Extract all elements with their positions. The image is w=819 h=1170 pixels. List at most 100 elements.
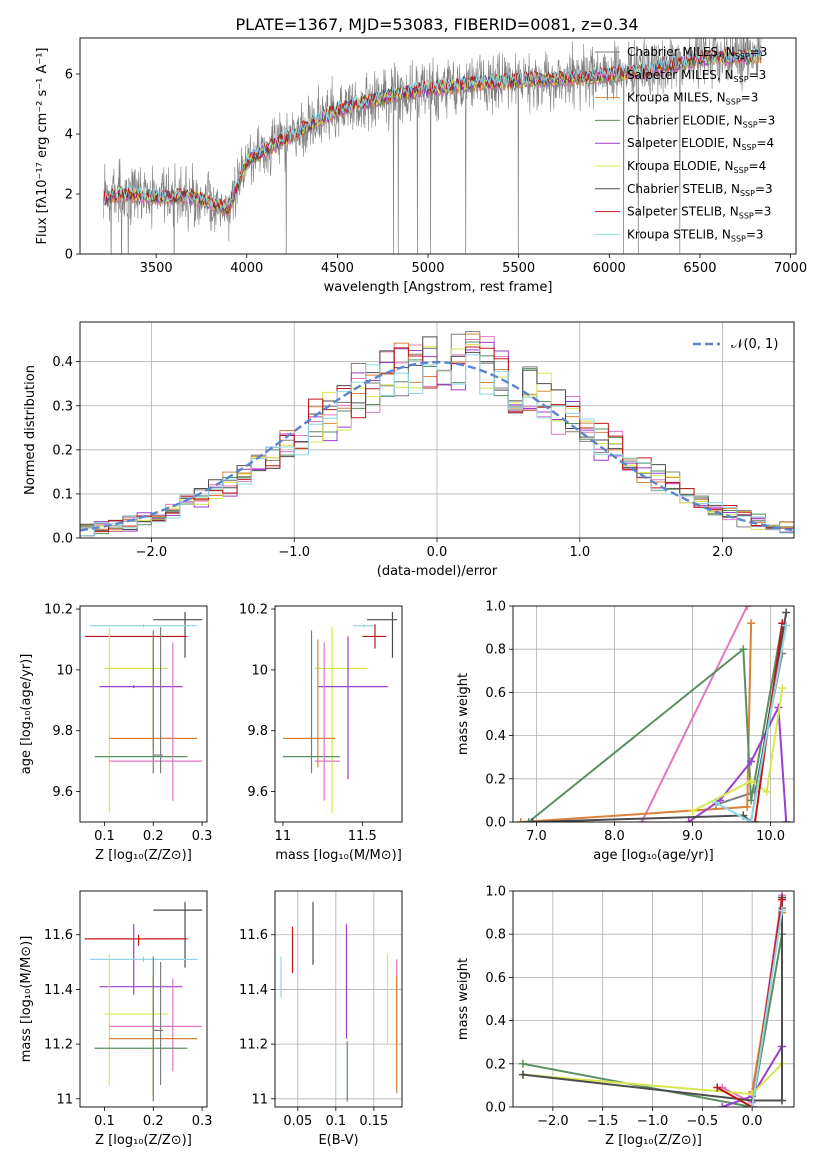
- x-tick-label: −2.0: [136, 545, 168, 560]
- axes-frame: [512, 890, 795, 1108]
- legend-label: Chabrier STELIB, NSSP=3: [627, 182, 773, 198]
- x-axis-label: Z [log₁₀(Z/Z⊙)]: [605, 1133, 702, 1148]
- x-tick-label: −1.0: [637, 1114, 669, 1129]
- weight-line-salpeter-stelib: [751, 623, 784, 822]
- model-line-kroupa-stelib: [103, 47, 762, 210]
- x-tick-label: 8.0: [604, 829, 625, 844]
- x-axis-label: Z [log₁₀(Z/Z⊙)]: [95, 848, 192, 863]
- x-tick-label: 0.3: [192, 829, 213, 844]
- weight-marker: [747, 619, 756, 628]
- y-axis-label: mass [log₁₀(M/M⊙)]: [19, 936, 34, 1063]
- y-tick-label: 9.6: [52, 785, 73, 800]
- legend-label-subscript: SSP: [740, 189, 755, 198]
- legend-label-subscript: SSP: [735, 52, 750, 61]
- plot-layer: 3500 4000 4500 5000 5500 6000 6500 7000 0 2 4 6 wave…: [19, 37, 807, 1148]
- weight-line-chabrier-elodie: [522, 934, 783, 1107]
- x-axis-label: E(B-V): [318, 1133, 358, 1148]
- x-tick-label: 0.1: [94, 829, 115, 844]
- y-tick-label: 2: [65, 188, 73, 203]
- y-tick-label: 9.8: [247, 724, 268, 739]
- spectrum-plot-area: [103, 38, 762, 254]
- errorbar-point: [94, 956, 188, 1102]
- weight-marker: [718, 1103, 727, 1107]
- legend-label-subscript: SSP: [726, 98, 741, 107]
- chart-residuals: −2.0 −1.0 0.0 1.0 2.0 0.0 0.1 0.2 0.3 0.4 (data-mo…: [23, 321, 795, 579]
- x-tick-label: 4500: [321, 261, 354, 276]
- axes-frame: [79, 37, 797, 255]
- weight-marker: [778, 906, 787, 915]
- y-tick-label: 11.2: [44, 1038, 73, 1053]
- errorbar-point: [282, 639, 336, 768]
- errorbar-point: [314, 627, 368, 813]
- legend-label-count: =3: [755, 182, 773, 196]
- weight-marker: [516, 818, 525, 822]
- weight-marker: [739, 645, 748, 654]
- legend-label-count: =3: [758, 113, 776, 127]
- x-axis-label: mass [log₁₀(M/M⊙)]: [275, 848, 402, 863]
- legend-label-subscript: SSP: [734, 166, 749, 175]
- weight-marker: [743, 606, 752, 610]
- errorbar-point: [317, 636, 388, 780]
- x-tick-label: −1.0: [278, 545, 310, 560]
- y-tick-label: 0.2: [485, 772, 506, 787]
- legend-label: Kroupa STELIB, NSSP=3: [627, 227, 764, 243]
- weight-line-chabrier-elodie: [527, 623, 784, 822]
- legend-label-count: =3: [750, 45, 768, 59]
- x-tick-label: 7.0: [526, 829, 547, 844]
- x-tick-label: −1.5: [587, 1114, 619, 1129]
- legend-label: Kroupa MILES, NSSP=3: [627, 91, 758, 107]
- y-tick-label: 0.2: [52, 443, 73, 458]
- weight-marker: [713, 1083, 722, 1092]
- weight-marker: [747, 818, 756, 822]
- x-axis-label: wavelength [Angstrom, rest frame]: [324, 280, 553, 295]
- spectrum-legend: Chabrier MILES, NSSP=3 Salpeter MILES, NS…: [595, 45, 775, 243]
- axes-frame: [79, 890, 208, 1108]
- y-tick-label: 0.0: [52, 532, 73, 547]
- y-tick-label: 4: [65, 128, 73, 143]
- chart-weight-vs-Z: −2.0 −1.5 −1.0 −0.5 0.0 0.0 0.2 0.4 0.6 0.8 1.0 Z […: [456, 885, 795, 1148]
- y-tick-label: 0.0: [485, 816, 506, 831]
- x-tick-label: 0.0: [427, 545, 448, 560]
- y-axis-label: mass weight: [456, 673, 471, 755]
- weight-marker: [524, 818, 533, 822]
- errorbar-point: [352, 624, 376, 628]
- legend-label-subscript: SSP: [734, 75, 749, 84]
- weight-marker: [518, 1070, 527, 1079]
- normal-reference-curve: [80, 360, 794, 532]
- x-tick-label: 0.05: [283, 1114, 312, 1129]
- y-tick-label: 0.4: [52, 355, 73, 370]
- y-tick-label: 0.2: [485, 1057, 506, 1072]
- weight-line-salpeter-miles: [640, 606, 749, 822]
- x-tick-label: 7000: [774, 261, 807, 276]
- axes-frame: [274, 890, 403, 1108]
- errorbar-point: [104, 627, 168, 813]
- chart-age-vs-Z: 0.1 0.2 0.3 9.6 9.8 10 10.2 Z [log₁₀(Z/Z⊙)] age …: [19, 603, 212, 863]
- y-tick-label: 11: [56, 1092, 73, 1107]
- y-tick-label: 0.0: [485, 1101, 506, 1116]
- legend-label: Salpeter STELIB, NSSP=3: [627, 205, 771, 221]
- legend-label-count: =4: [749, 159, 767, 173]
- x-tick-label: 6000: [593, 261, 626, 276]
- legend-label: 𝒩(0, 1): [731, 337, 778, 352]
- legend-label-subscript: SSP: [739, 212, 754, 221]
- weight-marker: [684, 818, 693, 822]
- x-axis-label: age [log₁₀(age/yr)]: [593, 848, 714, 863]
- y-tick-label: 9.8: [52, 724, 73, 739]
- y-tick-label: 9.6: [247, 785, 268, 800]
- axes-frame: [79, 321, 795, 539]
- axes-frame: [512, 605, 795, 823]
- weight-marker: [778, 684, 787, 693]
- y-tick-label: 10.2: [44, 603, 73, 618]
- age-vs-Z-plot-area: [84, 612, 203, 813]
- y-tick-label: 0.4: [485, 729, 506, 744]
- weight-line-chabrier-stelib: [522, 897, 783, 1102]
- x-tick-label: 3500: [140, 261, 173, 276]
- chart-age-vs-mass: 11 11.5 9.6 9.8 10 10.2 mass [log₁₀(M/M⊙)]: [239, 603, 403, 863]
- y-tick-label: 10: [251, 663, 268, 678]
- y-tick-label: 1.0: [485, 885, 506, 900]
- axes-frame: [274, 605, 403, 823]
- y-tick-label: 11.4: [44, 983, 73, 998]
- y-axis-label: Normed distribution: [23, 365, 38, 495]
- errorbar-point: [362, 624, 387, 649]
- legend-label-count: =4: [756, 136, 774, 150]
